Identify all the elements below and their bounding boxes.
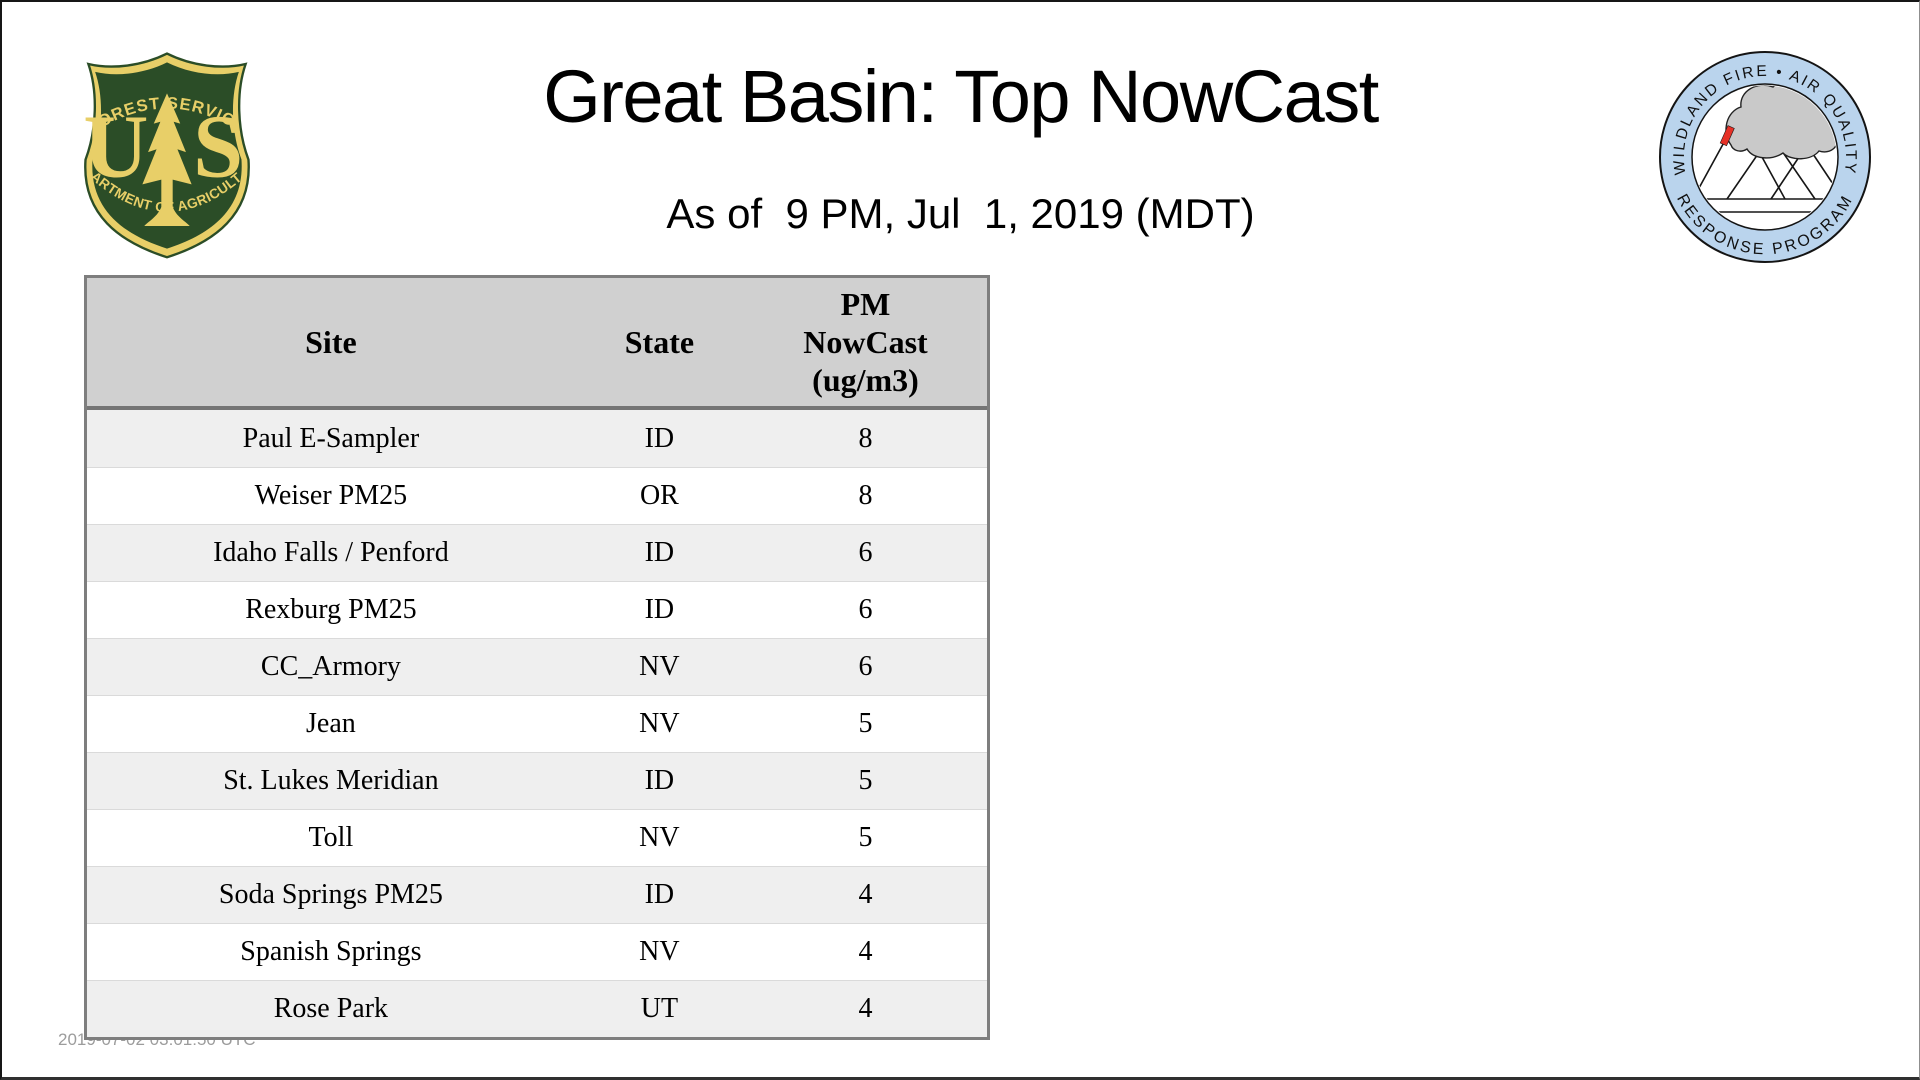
state-cell: ID	[644, 537, 675, 568]
site-cell: Spanish Springs	[240, 936, 422, 967]
page-title: Great Basin: Top NowCast	[543, 55, 1379, 138]
site-cell: Idaho Falls / Penford	[213, 537, 449, 568]
nowcast-cell: 8	[858, 480, 873, 511]
site-cell: Toll	[308, 822, 354, 853]
state-cell: NV	[639, 936, 680, 967]
site-cell: Rose Park	[273, 993, 389, 1024]
table-row: Paul E-Sampler ID 8	[87, 410, 987, 467]
table-row: CC_Armory NV 6	[87, 638, 987, 695]
fs-letter-u: U	[83, 98, 148, 197]
nowcast-cell: 4	[858, 993, 873, 1024]
state-cell: UT	[640, 993, 679, 1024]
nowcast-cell: 5	[858, 708, 873, 739]
state-cell: ID	[644, 422, 675, 454]
nowcast-cell: 4	[858, 879, 873, 910]
nowcast-cell: 6	[858, 651, 873, 682]
fs-letter-s: S	[193, 98, 243, 197]
column-header: PM NowCast (ug/m3)	[803, 286, 928, 398]
state-cell: ID	[644, 594, 675, 625]
nowcast-cell: 6	[858, 594, 873, 625]
nowcast-cell: 5	[858, 822, 873, 853]
table-row: Weiser PM25 OR 8	[87, 467, 987, 524]
table-header-row: Site State PM NowCast (ug/m3)	[87, 278, 987, 410]
forest-service-logo: FOREST SERVICE U S DEPARTMENT OF AGRICUL…	[72, 46, 250, 259]
table-row: Soda Springs PM25 ID 4	[87, 866, 987, 923]
nowcast-cell: 6	[858, 537, 873, 568]
table-body: Paul E-Sampler ID 8 Weiser PM25 OR 8 Idaho Fal…	[87, 410, 987, 1037]
site-cell: Weiser PM25	[254, 480, 408, 511]
fire-icon	[1719, 125, 1735, 147]
site-cell: Soda Springs PM25	[218, 879, 443, 910]
state-cell: NV	[639, 822, 680, 853]
table-row: Toll NV 5	[87, 809, 987, 866]
state-cell: ID	[644, 765, 675, 796]
nowcast-cell: 4	[858, 936, 873, 967]
nowcast-table: Site State PM NowCast (ug/m3) Paul E-Sampl…	[84, 275, 990, 1040]
air-quality-program-logo: WILDLAND FIRE • AIR QUALITY RESPONSE PRO…	[1659, 51, 1871, 263]
nowcast-cell: 5	[858, 765, 873, 796]
site-cell: Jean	[306, 708, 356, 739]
state-cell: NV	[639, 651, 680, 682]
site-cell: Paul E-Sampler	[242, 422, 420, 454]
pine-tree-icon	[142, 93, 192, 226]
table-row: Jean NV 5	[87, 695, 987, 752]
table-row: Rexburg PM25 ID 6	[87, 581, 987, 638]
nowcast-cell: 8	[858, 422, 873, 454]
page-subtitle: As of 9 PM, Jul 1, 2019 (MDT)	[666, 190, 1255, 237]
state-cell: NV	[639, 708, 680, 739]
site-cell: St. Lukes Meridian	[223, 765, 439, 796]
table-row: Rose Park UT 4	[87, 980, 987, 1037]
table-row: Spanish Springs NV 4	[87, 923, 987, 980]
table-row: Idaho Falls / Penford ID 6	[87, 524, 987, 581]
table-row: St. Lukes Meridian ID 5	[87, 752, 987, 809]
site-cell: Rexburg PM25	[245, 594, 417, 625]
column-header: State	[624, 324, 695, 360]
column-header: Site	[305, 324, 357, 360]
state-cell: OR	[639, 480, 679, 511]
site-cell: CC_Armory	[260, 651, 401, 682]
state-cell: ID	[644, 879, 675, 910]
